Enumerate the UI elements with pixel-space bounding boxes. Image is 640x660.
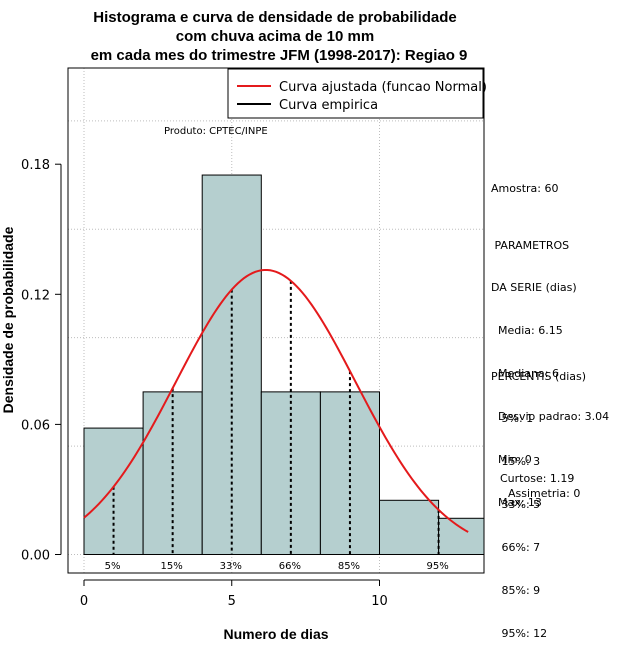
- param-line: Media: 6.15: [491, 324, 563, 338]
- percentiles-list: PERCENTIS (dias) 5%: 1 15%: 3 33%: 5 66%…: [491, 341, 586, 656]
- legend-box: [227, 68, 484, 119]
- y-tick-label: 0.06: [21, 418, 50, 433]
- param-line: Max: 13: [491, 495, 542, 509]
- percentile-line: 66%: 7: [491, 541, 541, 555]
- percentile-line: 15%: 3: [491, 455, 541, 469]
- percentile-line: PERCENTIS (dias): [491, 369, 587, 383]
- param-line: Min: 0: [491, 453, 532, 467]
- y-tick-label: 0.18: [21, 158, 50, 173]
- normal-curve: [83, 268, 469, 533]
- kurtosis: Curtose: 1.19: [500, 472, 575, 485]
- skewness: Assimetria: 0: [508, 487, 581, 500]
- percentile-label: 15%: [161, 561, 183, 572]
- sample-size: Amostra: 60: [491, 182, 559, 195]
- histogram-bars: [83, 174, 485, 556]
- series-parameters: PARAMETROS DA SERIE (dias) Media: 6.15 M…: [491, 210, 609, 525]
- y-axis-title: Densidade de probabilidade: [0, 226, 16, 413]
- x-tick-label: 0: [80, 594, 88, 609]
- percentile-lines: [112, 280, 440, 555]
- percentile-label: 85%: [338, 561, 360, 572]
- percentile-line: 33%: 5: [491, 498, 541, 512]
- histogram-bar: [83, 427, 144, 555]
- percentile-label: 66%: [279, 561, 301, 572]
- histogram-bar: [438, 517, 485, 555]
- percentile-line: 5%: 1: [491, 412, 534, 426]
- y-tick-label: 0.00: [21, 549, 50, 564]
- x-tick-label: 5: [228, 594, 236, 609]
- y-tick-label: 0.12: [21, 288, 50, 303]
- legend: Curva ajustada (funcao Normal) Curva emp…: [227, 68, 487, 119]
- param-line: PARAMETROS: [491, 238, 570, 252]
- legend-label-empirical: Curva empirica: [279, 98, 378, 113]
- plot-frame: [67, 67, 485, 574]
- histogram-bar: [379, 499, 440, 555]
- axes: 0.00 0.06 0.12 0.18 0 5 10: [21, 158, 388, 609]
- percentile-label: 5%: [105, 561, 121, 572]
- param-line: Desvio padrao: 3.04: [491, 410, 610, 424]
- percentile-labels: 5% 15% 33% 66% 85% 95%: [105, 561, 449, 572]
- percentile-line: 95%: 12: [491, 626, 548, 640]
- param-line: Mediana: 6: [491, 367, 559, 381]
- chart-title-line-3: em cada mes do trimestre JFM (1998-2017)…: [91, 47, 468, 64]
- param-line: DA SERIE (dias): [491, 281, 577, 295]
- normal-fit-curve: [83, 268, 469, 533]
- histogram-bar: [201, 174, 262, 556]
- legend-label-normal: Curva ajustada (funcao Normal): [279, 80, 487, 95]
- chart-title-line-1: Histograma e curva de densidade de proba…: [93, 9, 456, 26]
- percentile-label: 95%: [426, 561, 448, 572]
- x-tick-label: 10: [371, 594, 388, 609]
- chart-title-line-2: com chuva acima de 10 mm: [176, 28, 374, 45]
- percentile-label: 33%: [220, 561, 242, 572]
- product-annotation: Produto: CPTEC/INPE: [164, 126, 268, 137]
- percentile-line: 85%: 9: [491, 584, 541, 598]
- x-axis-title: Numero de dias: [223, 626, 328, 642]
